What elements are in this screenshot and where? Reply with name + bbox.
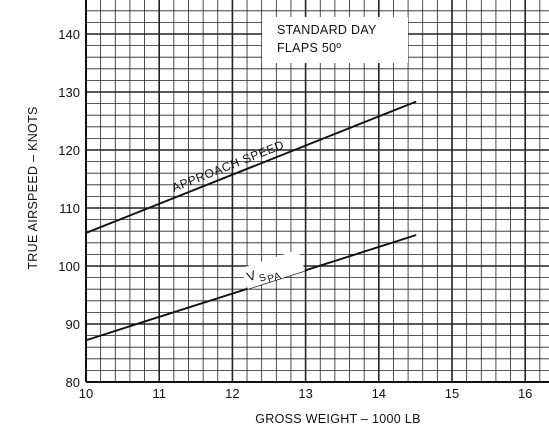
y-tick-label: 100 <box>58 259 80 274</box>
x-tick-label: 13 <box>298 386 312 401</box>
vspa-label-sub-pa: PA <box>266 271 283 286</box>
annotation-box: STANDARD DAY FLAPS 50º <box>262 17 408 63</box>
x-tick-label: 10 <box>79 386 93 401</box>
annotation-flaps: FLAPS 50º <box>277 41 341 55</box>
plot-area <box>86 0 549 382</box>
grid <box>85 0 549 383</box>
annotation-standard-day: STANDARD DAY <box>277 23 377 37</box>
vspa-label-background <box>241 249 305 290</box>
vspa-label: V SPA <box>245 267 283 286</box>
x-tick-label: 11 <box>152 386 166 401</box>
y-tick-label: 110 <box>59 201 80 216</box>
vspa-label-sub-s: S <box>258 272 268 285</box>
x-axis-title: GROSS WEIGHT – 1000 LB <box>255 412 420 426</box>
y-tick-label: 130 <box>58 85 80 100</box>
x-tick-label: 14 <box>372 386 386 401</box>
annotation-background <box>262 17 408 63</box>
y-axis-title: TRUE AIRSPEED – KNOTS <box>26 106 40 269</box>
x-tick-label: 15 <box>445 386 459 401</box>
y-tick-label: 120 <box>58 143 80 158</box>
y-tick-label: 90 <box>66 317 80 332</box>
y-tick-label: 80 <box>66 375 80 390</box>
y-tick-label: 140 <box>58 27 80 42</box>
vspa-label-main: V <box>245 267 258 284</box>
approach-speed-line <box>85 100 417 234</box>
x-tick-label: 12 <box>225 386 239 401</box>
tick-labels: 10 11 12 13 14 15 16 80 90 100 110 120 130 140 <box>58 27 532 401</box>
x-tick-label: 16 <box>518 386 532 401</box>
